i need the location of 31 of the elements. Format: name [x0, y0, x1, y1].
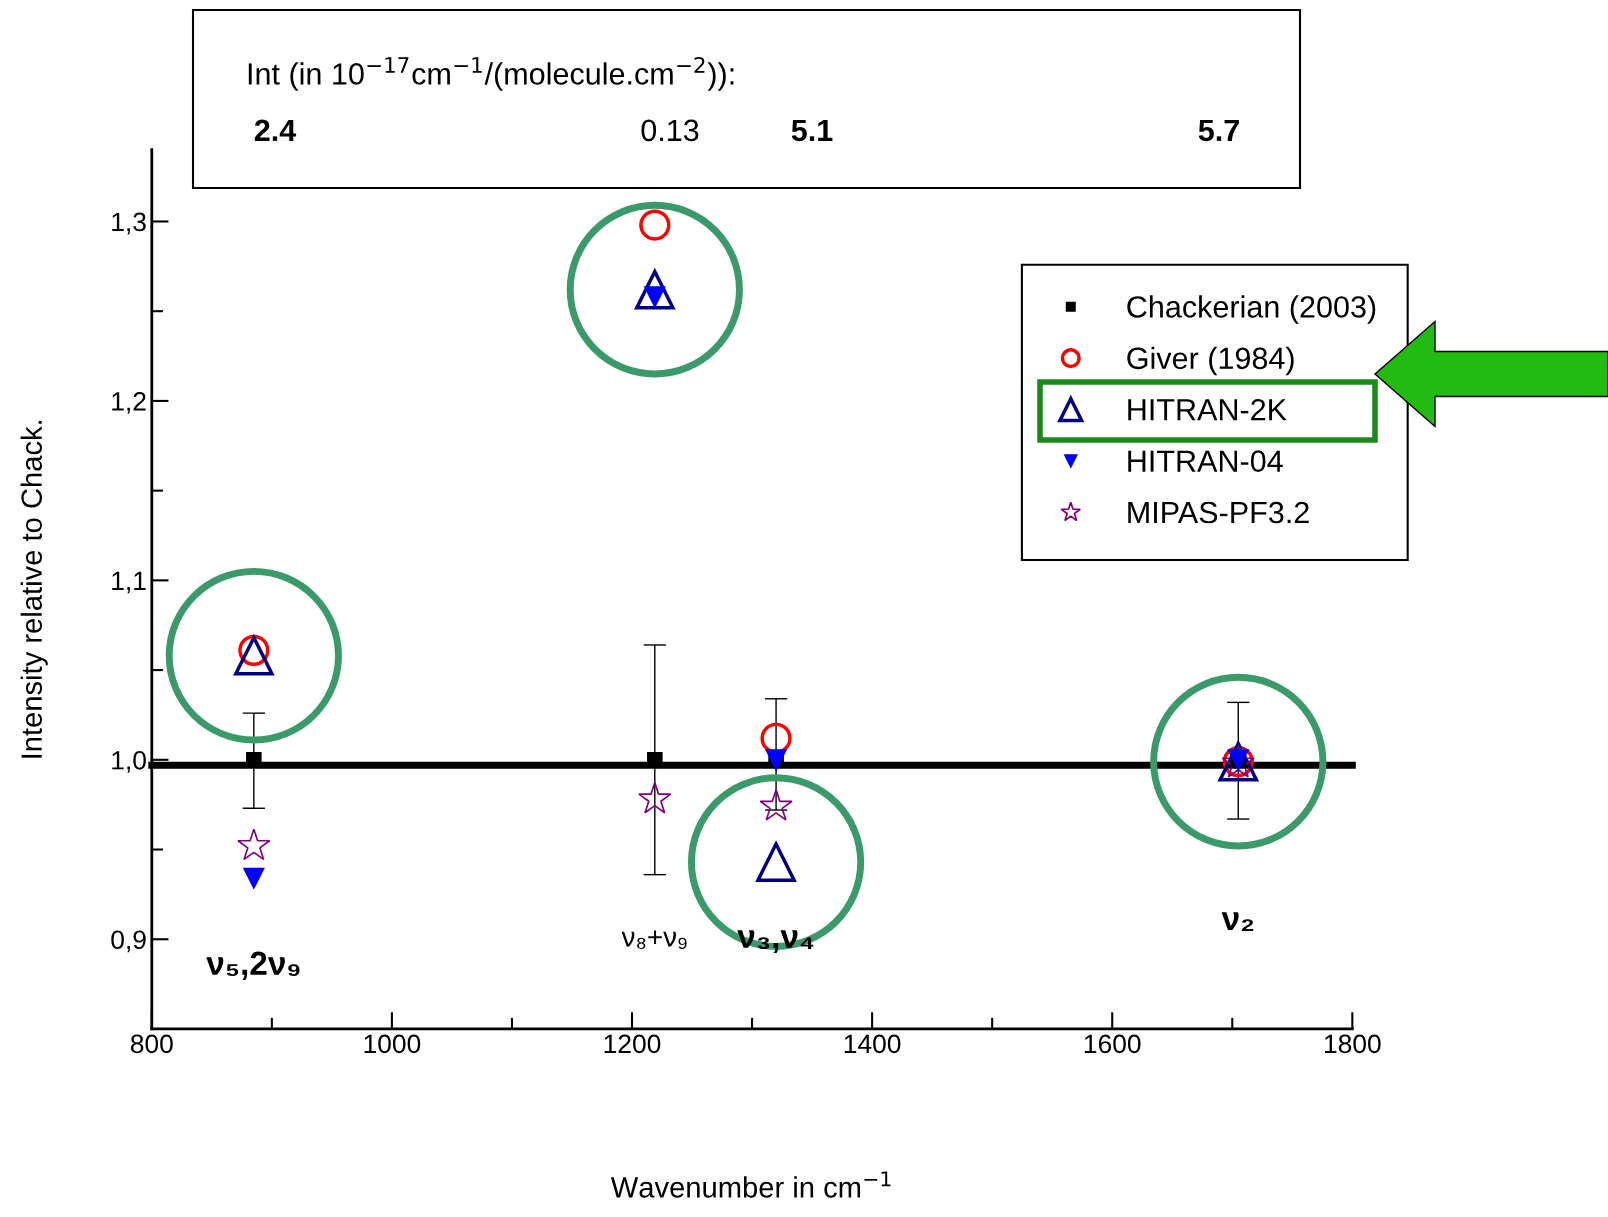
x-axis-title: Wavenumber in cm$^{−1}$ [610, 1171, 891, 1198]
text: 2.4 [254, 119, 297, 141]
x-tick-label: 1000 [364, 1034, 421, 1054]
point [243, 867, 265, 889]
point [639, 209, 671, 241]
point [759, 788, 793, 821]
point [237, 828, 271, 861]
y-tick-label: 1,1 [112, 571, 146, 594]
legend-label: HITRAN-04 [1128, 450, 1283, 472]
x-tick-label: 1400 [844, 1034, 901, 1054]
text: Int (in 10$^{−17}$cm$^{−1}$/(molecule.cm$^{−2}$)): [248, 56, 734, 91]
y-axis-title: Intensity relative to Chack. [20, 420, 48, 758]
y-tick-label: 1,0 [112, 750, 146, 773]
legend-label: Chackerian (2003) [1127, 295, 1376, 324]
annotation: ν₈+ν₉ [621, 930, 687, 949]
legend-label: Giver (1984) [1127, 346, 1294, 376]
y-tick-label: 1,2 [112, 392, 146, 414]
x-tick-label: 800 [130, 1034, 173, 1054]
text: 0.13 [641, 119, 699, 142]
annotation: ν₅,2ν₉ [206, 951, 300, 980]
point [638, 781, 672, 814]
x-tick-label: 1600 [1084, 1034, 1141, 1054]
y-tick-label: 0,9 [111, 930, 146, 953]
text: 5.7 [1198, 119, 1239, 142]
text: 5.1 [791, 119, 833, 142]
legend-label: MIPAS-PF3.2 [1128, 501, 1309, 524]
legend-label: HITRAN-2K [1128, 398, 1287, 421]
x-tick-label: 1200 [604, 1034, 661, 1054]
x-tick-label: 1800 [1324, 1034, 1381, 1054]
y-tick-label: 1,3 [112, 212, 146, 235]
annotation: ν₂ [1221, 912, 1254, 931]
